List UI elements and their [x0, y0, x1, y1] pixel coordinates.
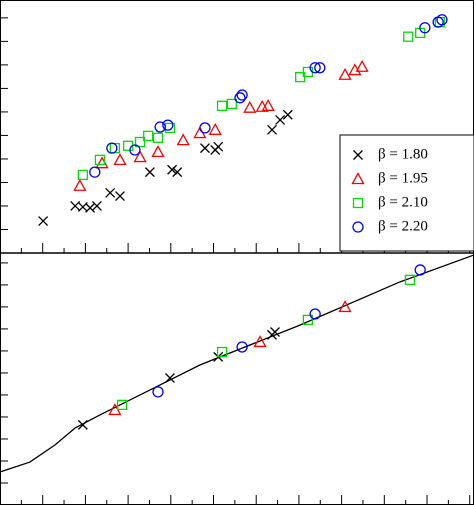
data-point — [113, 153, 127, 166]
data-point — [436, 14, 448, 26]
data-point — [38, 216, 49, 226]
legend-marker — [352, 197, 364, 209]
data-point — [314, 62, 326, 74]
data-point — [261, 98, 275, 111]
legend-label: β = 1.95 — [378, 170, 428, 186]
data-point — [152, 386, 164, 398]
data-point — [91, 201, 102, 211]
legend-marker — [351, 172, 365, 185]
data-point — [73, 178, 87, 191]
data-point — [176, 133, 190, 146]
data-point — [243, 100, 257, 113]
data-point — [338, 300, 352, 313]
data-point — [154, 121, 166, 133]
data-point — [133, 150, 147, 163]
data-point — [77, 419, 88, 430]
fit-curve — [0, 254, 474, 473]
data-point — [129, 144, 141, 156]
data-point — [162, 119, 174, 131]
data-point — [200, 143, 210, 154]
data-point — [109, 142, 121, 154]
data-point — [309, 308, 321, 320]
data-point — [208, 122, 222, 135]
data-point — [355, 59, 369, 72]
data-point — [199, 122, 211, 134]
data-point — [226, 98, 238, 110]
data-point — [309, 62, 321, 74]
data-point — [134, 136, 146, 148]
data-point — [403, 31, 414, 42]
data-point — [167, 164, 178, 175]
legend-label: β = 1.80 — [378, 146, 428, 162]
data-point — [236, 89, 248, 101]
data-point — [414, 264, 426, 276]
data-point — [270, 327, 280, 337]
data-point — [172, 167, 183, 178]
data-point — [213, 141, 224, 152]
data-point — [105, 187, 116, 198]
data-point — [282, 109, 293, 120]
data-point — [89, 166, 101, 178]
legend-marker — [353, 150, 363, 160]
data-point — [338, 67, 352, 80]
data-point — [419, 22, 431, 34]
legend-marker — [352, 221, 364, 233]
data-point — [348, 63, 362, 76]
data-point — [216, 346, 228, 358]
data-point — [144, 167, 155, 178]
data-point — [151, 145, 165, 158]
data-point — [152, 132, 164, 143]
data-point — [253, 335, 267, 348]
data-point — [116, 399, 128, 411]
legend-label: β = 2.10 — [378, 194, 428, 210]
data-point — [275, 114, 286, 125]
data-point — [234, 92, 246, 104]
legend-box — [339, 134, 474, 252]
data-point — [404, 274, 416, 286]
legend-label: β = 2.20 — [378, 218, 428, 234]
data-point — [164, 373, 175, 383]
data-point — [77, 169, 88, 181]
data-point — [106, 142, 118, 154]
data-point — [115, 191, 125, 202]
data-point — [216, 100, 228, 111]
data-point — [295, 71, 306, 83]
data-point — [236, 341, 248, 353]
data-point — [95, 156, 109, 169]
data-point — [267, 124, 277, 135]
data-point — [85, 202, 96, 213]
data-point — [143, 130, 154, 142]
data-point — [302, 314, 314, 326]
data-point — [94, 154, 106, 166]
